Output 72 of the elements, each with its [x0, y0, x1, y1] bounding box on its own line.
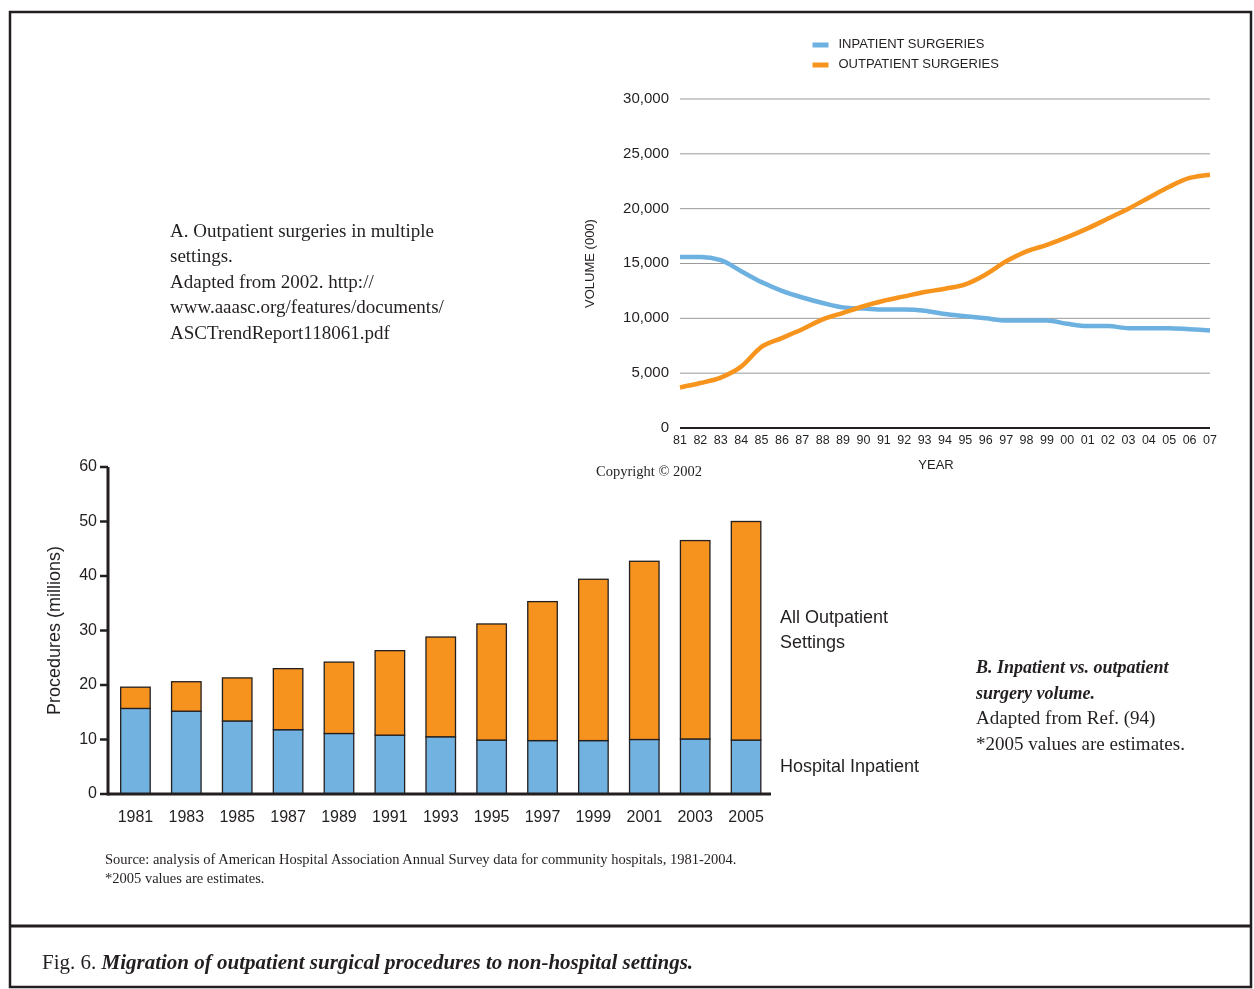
- y-tick-label: 15,000: [623, 253, 669, 271]
- line-series: [677, 172, 1213, 390]
- line-series: [677, 254, 1213, 333]
- caption: Fig. 6. Migration of outpatient surgical procedures to non-hospital settings.: [42, 950, 694, 974]
- x-tick-label: 87: [795, 433, 810, 448]
- y-tick-label: 25,000: [623, 143, 669, 161]
- y-tick-label: 30,000: [623, 88, 669, 106]
- y-axis-title: Procedures (millions): [43, 545, 64, 716]
- x-tick-label: 1993: [422, 808, 459, 826]
- x-tick-label: 1995: [473, 808, 510, 826]
- x-tick-label: 1983: [168, 808, 205, 826]
- y-tick-label: 60: [79, 457, 98, 475]
- x-tick-label: 95: [958, 433, 973, 448]
- x-tick-label: 85: [754, 433, 769, 448]
- text: Adapted from 2002. http://www.aaasc.org/features/documents/ASCTrendReport118061.pdf: [170, 270, 445, 343]
- x-tick-label: 91: [876, 433, 891, 448]
- text: A. Outpatient surgeries in multiple settings.: [170, 220, 435, 267]
- x-tick-label: 1997: [524, 808, 561, 826]
- x-tick-label: 2005: [728, 808, 764, 826]
- text: Adapted from Ref. (94): [976, 707, 1156, 729]
- source-note: Source: analysis of American Hospital Association Annual Survey data for community hospitals, 1981-2004.: [105, 851, 737, 867]
- y-tick-label: 20,000: [623, 198, 669, 216]
- x-tick-label: 05: [1162, 433, 1177, 448]
- x-tick-label: 89: [836, 433, 851, 448]
- x-tick-label: 82: [693, 433, 708, 448]
- y-axis-title: VOLUME (000): [582, 219, 598, 308]
- text: B. Inpatient vs. outpatient surgery volume.: [975, 657, 1170, 703]
- text: *2005 values are estimates.: [105, 870, 265, 886]
- x-tick-label: 1991: [372, 808, 408, 826]
- y-tick-label: 40: [79, 566, 98, 584]
- x-tick-label: 2003: [677, 808, 714, 826]
- text: *2005 values are estimates.: [976, 732, 1185, 754]
- x-tick-label: 99: [1039, 433, 1054, 448]
- y-tick-label: 20: [79, 675, 98, 693]
- x-tick-label: 1987: [270, 808, 306, 826]
- y-tick-label: 10: [79, 729, 98, 747]
- x-tick-label: 84: [734, 433, 749, 448]
- x-tick-label: 88: [815, 433, 830, 448]
- y-tick-label: 0: [660, 417, 669, 435]
- x-tick-label: 07: [1203, 433, 1217, 448]
- annotation: Copyright © 2002: [596, 463, 703, 479]
- x-tick-label: 81: [673, 433, 687, 448]
- x-tick-label: 02: [1101, 433, 1116, 448]
- x-tick-label: 1999: [575, 808, 612, 826]
- x-tick-label: 97: [999, 433, 1014, 448]
- y-tick-label: 50: [79, 511, 98, 529]
- x-tick-label: 92: [897, 433, 912, 448]
- x-tick-label: 03: [1121, 433, 1136, 448]
- y-tick-label: 30: [79, 620, 98, 638]
- x-tick-label: 1981: [117, 808, 154, 826]
- x-axis-title: YEAR: [918, 457, 954, 473]
- series-label: Hospital Inpatient: [780, 755, 920, 776]
- x-tick-label: 93: [917, 433, 932, 448]
- x-tick-label: 04: [1141, 433, 1156, 448]
- x-tick-label: 2001: [626, 808, 663, 826]
- x-tick-label: 83: [713, 433, 728, 448]
- x-tick-label: 01: [1080, 433, 1095, 448]
- x-tick-label: 94: [938, 433, 952, 448]
- x-tick-label: 06: [1182, 433, 1197, 448]
- x-tick-label: 86: [774, 433, 789, 448]
- x-tick-label: 96: [978, 433, 993, 448]
- x-tick-label: 00: [1060, 433, 1075, 448]
- x-tick-label: 1985: [219, 808, 256, 826]
- x-tick-label: 98: [1019, 433, 1034, 448]
- x-tick-label: 1989: [321, 808, 357, 826]
- legend-label: INPATIENT SURGERIES: [838, 36, 985, 52]
- x-tick-label: 90: [856, 433, 871, 448]
- legend-label: OUTPATIENT SURGERIES: [838, 56, 1000, 72]
- series-label: All Outpatient Settings: [780, 607, 889, 653]
- y-tick-label: 5,000: [631, 363, 669, 381]
- y-tick-label: 0: [88, 784, 98, 802]
- y-tick-label: 10,000: [623, 308, 669, 326]
